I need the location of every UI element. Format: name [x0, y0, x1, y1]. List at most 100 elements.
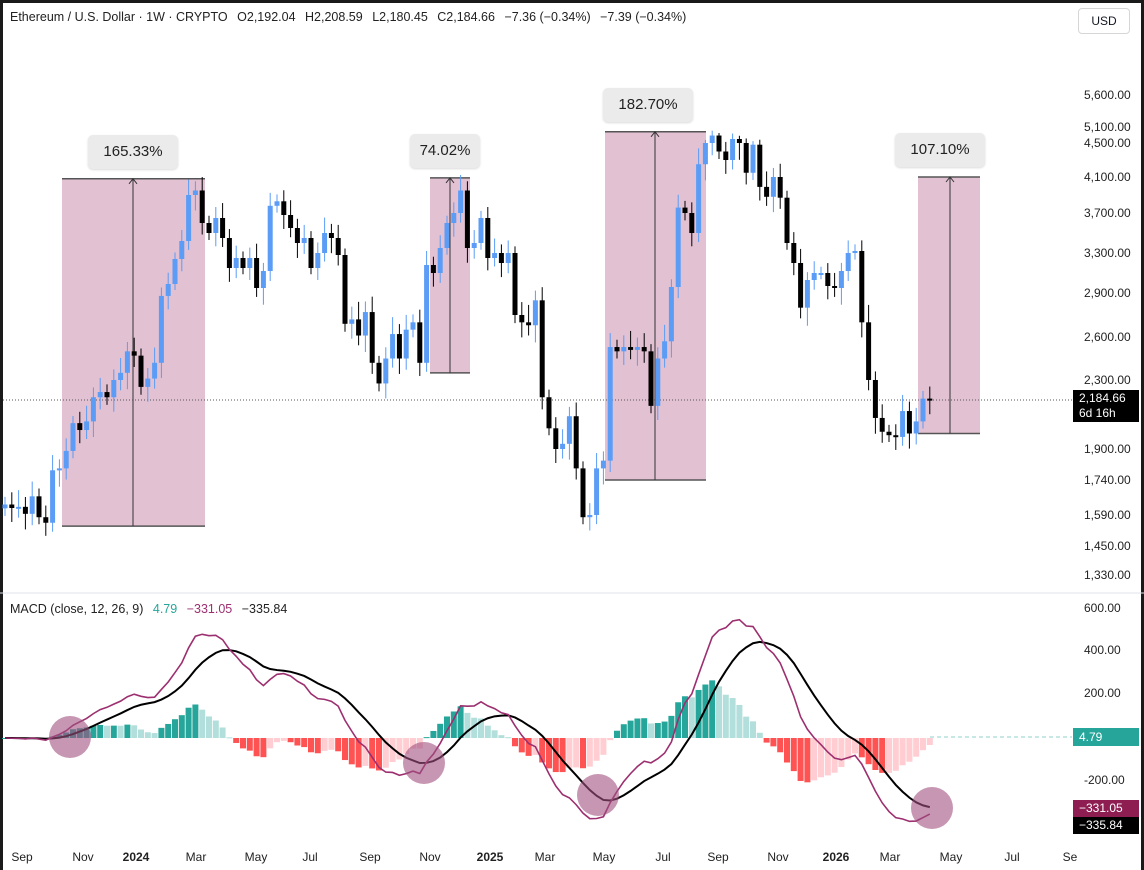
price-tick-label: 1,740.00 [1084, 473, 1131, 487]
macd-histogram-bar [566, 738, 573, 768]
candle [308, 231, 314, 275]
candle [512, 246, 518, 324]
macd-histogram-bar [600, 738, 607, 755]
arrow-head-icon [650, 130, 660, 138]
candle [587, 503, 593, 531]
macd-histogram-bar [913, 738, 920, 757]
macd-histogram-bar [688, 697, 695, 738]
candle [492, 238, 498, 267]
candle [689, 202, 695, 247]
candle [328, 223, 334, 254]
macd-histogram-bar [654, 723, 661, 738]
time-tick-label: 2026 [822, 850, 850, 864]
macd-histogram-bar [505, 737, 512, 739]
time-tick-label: Mar [534, 850, 556, 864]
candle [675, 194, 681, 299]
macd-histogram-bar [892, 738, 899, 771]
ohlc-close: C2,184.66 [437, 10, 495, 24]
candle [63, 438, 69, 480]
time-tick-label: May [244, 850, 268, 864]
candle [716, 132, 722, 159]
macd-histogram-bar [661, 721, 668, 738]
macd-histogram-bar [784, 738, 790, 763]
macd-histogram-bar [498, 735, 505, 738]
macd-histogram-bar [879, 738, 886, 773]
macd-histogram-bar [471, 717, 478, 738]
candle [662, 324, 668, 368]
macd-histogram-bar [614, 730, 620, 738]
macd-histogram-bar [308, 738, 314, 753]
time-tick-label: 2024 [122, 850, 150, 864]
candle [342, 248, 348, 332]
macd-signal-label: −335.84 [1073, 817, 1139, 834]
macd-histogram-bar [280, 738, 287, 741]
currency-button[interactable]: USD [1078, 8, 1130, 34]
candle [580, 461, 586, 525]
macd-histogram-bar [348, 738, 355, 765]
candle [301, 224, 307, 254]
macd-histogram-bar [648, 723, 654, 738]
macd-histogram-bar [199, 709, 206, 738]
macd-histogram-bar [852, 738, 858, 754]
candle [417, 309, 423, 376]
macd-histogram-bar [335, 738, 342, 752]
candle [220, 203, 226, 247]
time-tick-label: Sep [11, 850, 33, 864]
macd-histogram-bar [920, 738, 926, 751]
price-tick-label: 3,300.00 [1084, 246, 1131, 260]
macd-histogram-bar [743, 716, 750, 738]
candle [90, 387, 96, 438]
measure-box[interactable] [918, 177, 980, 434]
last-price-label: 2,184.66 6d 16h [1073, 390, 1139, 422]
macd-histogram-bar [260, 738, 267, 758]
macd-histogram-bar [790, 738, 797, 772]
macd-histogram-bar [206, 716, 212, 738]
candle [186, 179, 192, 250]
macd-histogram-bar [525, 738, 532, 756]
candle [274, 194, 280, 213]
macd-histogram-bar [552, 738, 559, 773]
measure-percent-label: 107.10% [895, 133, 985, 167]
candle [70, 416, 76, 459]
macd-histogram-bar [355, 738, 362, 768]
window-frame-right [1141, 0, 1144, 870]
candle [192, 181, 198, 211]
candle [294, 218, 300, 258]
candle [539, 287, 545, 410]
macd-histogram-bar [158, 727, 165, 738]
macd-hist-label: 4.79 [1073, 728, 1139, 746]
candle [784, 190, 790, 250]
candle [383, 347, 389, 399]
macd-histogram-bar [559, 738, 566, 773]
macd-histogram-bar [450, 711, 457, 738]
macd-histogram-bar [328, 738, 335, 750]
candle [322, 217, 328, 262]
macd-histogram-bar [294, 738, 301, 746]
macd-histogram-bar [226, 737, 233, 739]
candle [560, 429, 566, 459]
candle [838, 262, 844, 305]
candle [56, 459, 62, 487]
candle [424, 251, 430, 372]
candle [9, 492, 15, 522]
macd-histogram-bar [138, 729, 144, 738]
macd-histogram-bar [233, 738, 240, 743]
macd-histogram-bar [512, 738, 518, 747]
candle [444, 215, 450, 255]
candle [179, 230, 185, 272]
macd-histogram-bar [342, 738, 348, 761]
macd-histogram-bar [607, 738, 614, 741]
candle [172, 252, 178, 290]
macd-histogram-bar [314, 738, 321, 754]
candle [553, 417, 559, 463]
ohlc-low: L2,180.45 [372, 10, 428, 24]
candle [84, 405, 90, 440]
macd-histogram-bar [376, 738, 382, 771]
macd-histogram-bar [457, 706, 464, 738]
macd-histogram-bar [580, 738, 586, 769]
candle [546, 389, 552, 436]
ohlc-high: H2,208.59 [305, 10, 363, 24]
candle [369, 296, 375, 374]
price-tick-label: 2,300.00 [1084, 373, 1131, 387]
